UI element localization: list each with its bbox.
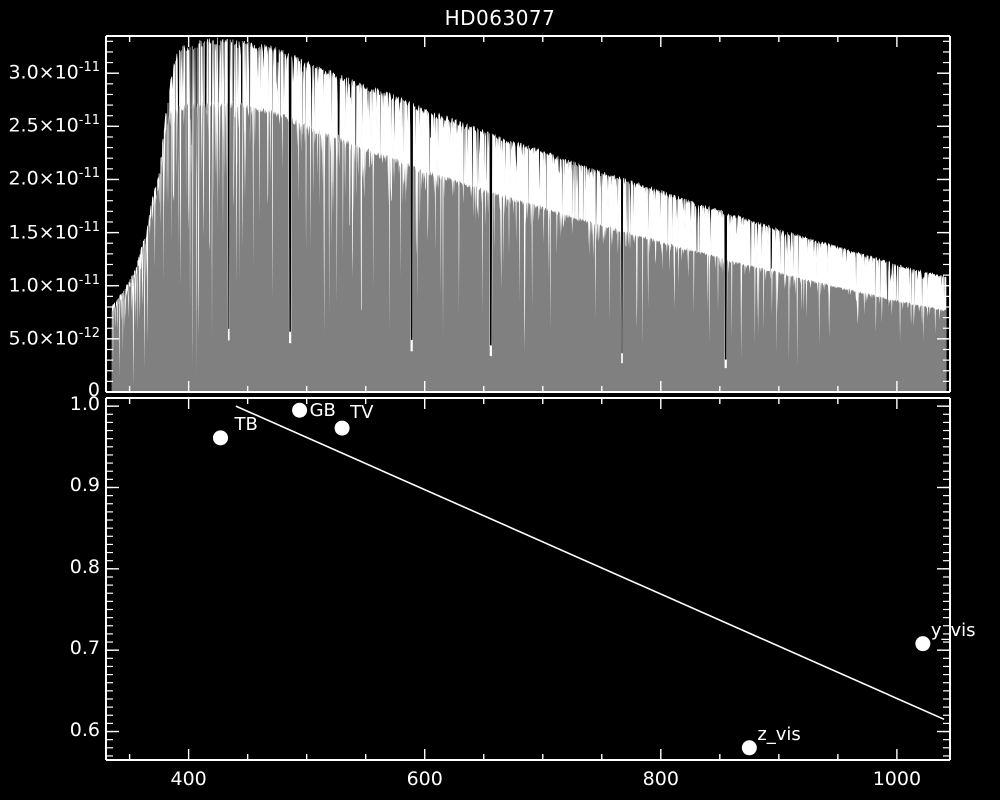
- ytick-label-top-6: 3.0×10-11: [0, 60, 100, 83]
- point-label-tb: TB: [235, 414, 258, 435]
- ytick-label-top-2: 1.0×10-11: [0, 273, 100, 296]
- data-point-z-vis[interactable]: [742, 740, 757, 755]
- point-label-tv: TV: [350, 402, 373, 423]
- ytick-label-bottom-2: 0.8: [0, 556, 100, 578]
- point-label-y-vis: y_vis: [931, 620, 976, 641]
- xtick-label-1: 600: [385, 768, 465, 790]
- data-point-y-vis[interactable]: [915, 636, 930, 651]
- ytick-label-top-5: 2.5×10-11: [0, 113, 100, 136]
- figure-canvas: HD063077 05.0×10-121.0×10-111.5×10-112.0…: [0, 0, 1000, 800]
- xtick-label-0: 400: [149, 768, 229, 790]
- ytick-label-bottom-4: 1.0: [0, 393, 100, 415]
- xtick-label-3: 1000: [857, 768, 937, 790]
- ytick-label-bottom-1: 0.7: [0, 637, 100, 659]
- data-point-tb[interactable]: [213, 430, 228, 445]
- plot-svg: [0, 0, 1000, 800]
- ytick-label-bottom-3: 0.9: [0, 474, 100, 496]
- ytick-label-top-1: 5.0×10-12: [0, 326, 100, 349]
- data-point-gb[interactable]: [292, 403, 307, 418]
- ytick-label-top-3: 1.5×10-11: [0, 220, 100, 243]
- data-point-tv[interactable]: [335, 421, 350, 436]
- fit-line: [236, 406, 944, 719]
- ytick-label-top-4: 2.0×10-11: [0, 166, 100, 189]
- xtick-label-2: 800: [621, 768, 701, 790]
- point-label-z-vis: z_vis: [757, 724, 800, 745]
- ytick-label-bottom-0: 0.6: [0, 719, 100, 741]
- point-label-gb: GB: [310, 400, 336, 421]
